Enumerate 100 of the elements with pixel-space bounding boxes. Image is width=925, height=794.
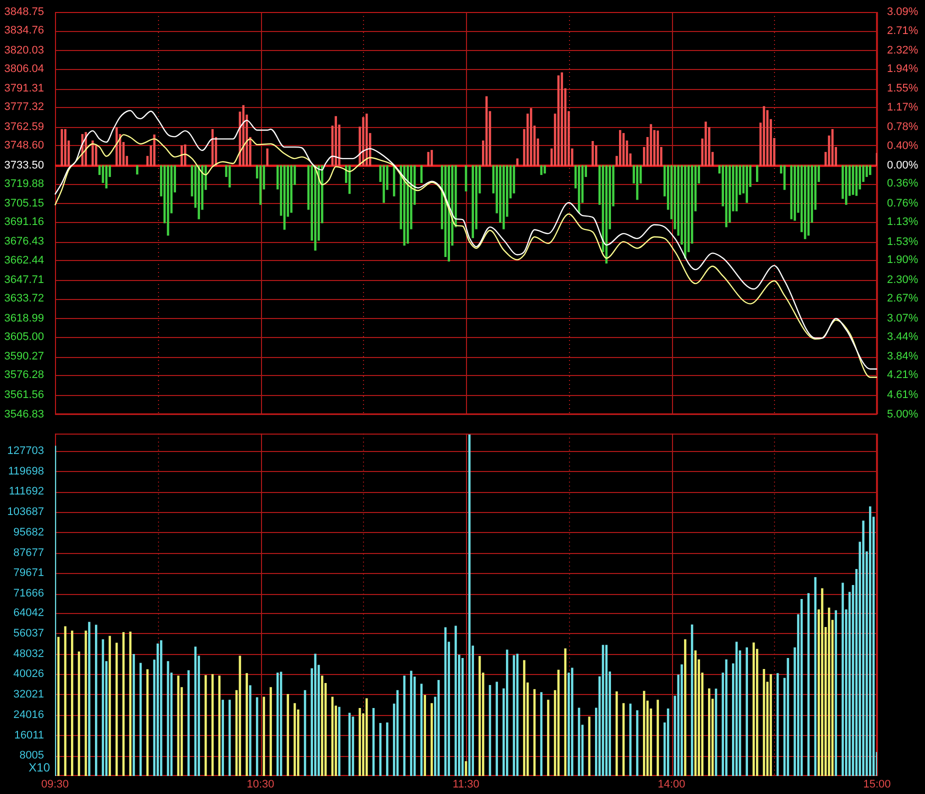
bar: [592, 140, 594, 166]
bar: [684, 639, 686, 776]
bar: [334, 116, 337, 166]
bar: [756, 165, 758, 182]
bar: [800, 598, 803, 776]
y-tick-label: 119698: [8, 465, 44, 478]
bar: [752, 642, 755, 776]
bar: [708, 688, 710, 776]
bar: [116, 642, 118, 776]
y2-tick-label: 3.07%: [887, 312, 918, 324]
y-tick-label: 48032: [13, 648, 44, 660]
y-tick-label: 71666: [13, 588, 44, 600]
y-tick-label: 79671: [13, 567, 44, 580]
bar: [746, 647, 748, 776]
bar: [540, 692, 542, 776]
bar: [790, 165, 793, 220]
y-tick-label: 32021: [13, 688, 44, 701]
bar: [845, 165, 848, 205]
bar: [184, 144, 186, 166]
y-tick-label: 95682: [13, 526, 44, 538]
bar: [139, 662, 142, 776]
bar: [746, 165, 748, 203]
bar: [156, 644, 159, 776]
y-tick-label: 3576.28: [4, 369, 44, 382]
bar: [564, 648, 566, 776]
bar: [204, 675, 207, 776]
y-tick-label: 3834.76: [4, 24, 44, 37]
bar: [680, 664, 683, 776]
bar: [105, 165, 108, 188]
y-tick-label: 3605.00: [4, 330, 44, 343]
bar: [276, 672, 279, 776]
y2-tick-label: 1.90%: [887, 254, 918, 266]
bar: [776, 673, 779, 776]
bar: [379, 722, 382, 776]
y-tick-label: 16011: [14, 729, 44, 742]
y2-tick-label: 4.61%: [887, 389, 918, 402]
y-tick-label: 103687: [7, 506, 44, 518]
bar: [725, 659, 728, 776]
bar: [472, 165, 474, 238]
bar: [869, 506, 872, 776]
y-tick-label: 3806.04: [4, 62, 44, 75]
bar: [294, 703, 296, 776]
bar: [544, 165, 546, 174]
y2-tick-label: 0.00%: [887, 160, 918, 172]
y-tick-label: 3546.83: [4, 408, 44, 420]
bar: [869, 165, 872, 175]
bar: [794, 165, 796, 221]
bar: [382, 165, 385, 203]
bar: [266, 148, 268, 166]
bar: [814, 577, 816, 776]
y2-tick-label: 1.53%: [887, 236, 918, 248]
bar: [366, 114, 368, 166]
y-tick-label: 40026: [13, 668, 44, 680]
bar: [656, 700, 659, 776]
y2-tick-label: 0.40%: [887, 140, 918, 152]
y-axis-title: X10: [28, 760, 50, 774]
bar: [180, 145, 183, 166]
bar: [406, 165, 409, 244]
y2-tick-label: 3.84%: [887, 350, 918, 363]
bar: [177, 676, 180, 776]
bar: [618, 130, 622, 166]
bar: [153, 134, 156, 166]
y-tick-label: 3691.16: [4, 216, 44, 228]
y2-tick-label: 1.94%: [887, 63, 918, 76]
bar: [725, 165, 728, 228]
x-tick-label: 11:30: [452, 778, 480, 791]
y2-tick-label: 2.30%: [887, 274, 918, 286]
y-tick-label: 3618.99: [4, 312, 44, 324]
bar: [656, 130, 659, 166]
bar: [366, 698, 368, 776]
bar: [821, 588, 824, 776]
bar: [588, 716, 590, 776]
bar: [88, 622, 90, 776]
y-tick-label: 127703: [7, 444, 44, 457]
bar: [246, 673, 248, 776]
bar: [290, 165, 292, 213]
bar: [321, 676, 324, 776]
bar: [496, 682, 498, 776]
bar: [523, 660, 526, 776]
y-tick-label: 3676.43: [4, 236, 44, 248]
bar: [84, 630, 87, 776]
bar: [222, 700, 224, 776]
y-tick-label: 3733.50: [4, 160, 44, 172]
bar: [198, 165, 200, 220]
bar: [116, 127, 118, 166]
y2-tick-label: 3.09%: [887, 6, 918, 18]
bar: [160, 640, 162, 776]
y2-tick-label: 2.67%: [887, 292, 918, 305]
bar: [842, 582, 844, 776]
x-tick-label: 10:30: [246, 778, 274, 791]
y-tick-label: 111692: [8, 486, 44, 498]
y-tick-label: 3662.44: [4, 254, 44, 266]
bar: [129, 632, 132, 776]
y2-tick-label: 1.55%: [887, 82, 918, 95]
bar: [108, 636, 111, 776]
y-tick-label: 3748.60: [4, 140, 44, 152]
bar: [403, 165, 406, 246]
y-tick-label: 3848.75: [4, 6, 44, 18]
x-tick-label: 15:00: [863, 778, 891, 791]
bar: [516, 158, 519, 166]
